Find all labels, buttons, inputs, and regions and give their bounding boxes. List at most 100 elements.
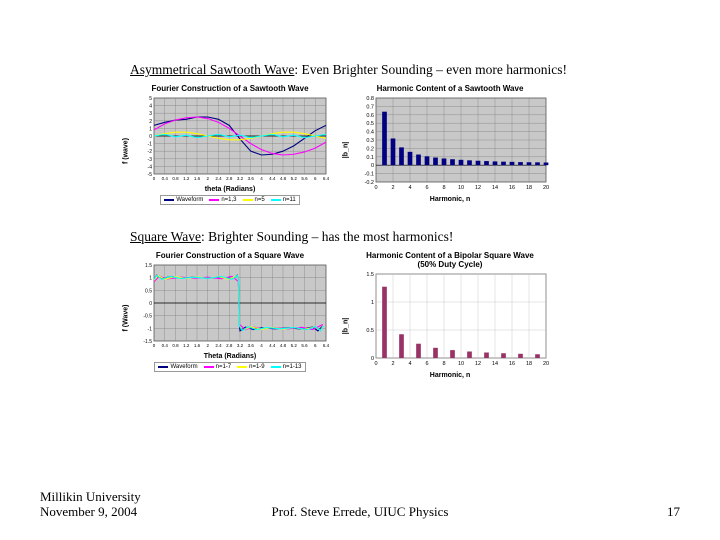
svg-text:18: 18	[526, 361, 532, 367]
svg-text:4.8: 4.8	[280, 176, 287, 181]
svg-text:6: 6	[425, 361, 428, 367]
svg-text:10: 10	[458, 361, 464, 367]
svg-text:2: 2	[149, 119, 152, 125]
chart-sawtooth-wave: Fourier Construction of a Sawtooth Wave …	[130, 84, 330, 205]
svg-text:3.2: 3.2	[237, 343, 244, 348]
chart-sawtooth-wave-plot: f (wave)-5-4-3-2-101234500.40.81.21.622.…	[130, 96, 330, 205]
svg-text:4.4: 4.4	[269, 343, 276, 348]
chart-square-wave: Fourier Construction of a Square Wave f …	[130, 251, 330, 379]
svg-text:0: 0	[153, 343, 156, 348]
svg-text:16: 16	[509, 185, 515, 191]
svg-text:2: 2	[206, 343, 209, 348]
svg-text:8: 8	[442, 361, 445, 367]
svg-text:3.6: 3.6	[248, 176, 255, 181]
footer-institution: Millikin University November 9, 2004	[40, 489, 141, 520]
svg-text:2.4: 2.4	[215, 176, 222, 181]
svg-text:1: 1	[149, 126, 152, 132]
svg-text:4.8: 4.8	[280, 343, 287, 348]
slide-footer: Millikin University November 9, 2004 Pro…	[0, 489, 720, 520]
svg-text:0.8: 0.8	[172, 176, 179, 181]
chart-sawtooth-harmonics-title: Harmonic Content of a Sawtooth Wave	[350, 84, 550, 93]
svg-text:2.8: 2.8	[226, 343, 233, 348]
svg-text:0.1: 0.1	[366, 155, 374, 161]
svg-text:4: 4	[260, 343, 263, 348]
svg-text:3: 3	[149, 111, 152, 117]
caption-sawtooth-rest: : Even Brighter Sounding – even more har…	[294, 62, 567, 77]
svg-text:1.2: 1.2	[183, 176, 190, 181]
svg-text:6: 6	[314, 176, 317, 181]
svg-text:12: 12	[475, 185, 481, 191]
svg-text:1.5: 1.5	[145, 263, 152, 269]
svg-text:-4: -4	[148, 164, 153, 170]
svg-text:10: 10	[458, 185, 464, 191]
chart-sawtooth-harmonics-plot: |b_n|-0.2-0.100.10.20.30.40.50.60.70.802…	[350, 96, 550, 203]
caption-square-underline: Square Wave	[130, 229, 201, 244]
svg-text:6: 6	[425, 185, 428, 191]
svg-text:2.4: 2.4	[215, 343, 222, 348]
svg-text:14: 14	[492, 185, 498, 191]
svg-text:0: 0	[371, 163, 374, 169]
svg-text:0: 0	[153, 176, 156, 181]
svg-text:1.2: 1.2	[183, 343, 190, 348]
svg-text:0.6: 0.6	[366, 113, 374, 119]
svg-text:1: 1	[371, 300, 374, 306]
svg-text:6.4: 6.4	[323, 176, 330, 181]
caption-sawtooth-underline: Asymmetrical Sawtooth Wave	[130, 62, 294, 77]
footer-author: Prof. Steve Errede, UIUC Physics	[272, 504, 449, 520]
svg-text:4: 4	[408, 185, 411, 191]
svg-text:2.8: 2.8	[226, 176, 233, 181]
svg-text:3.6: 3.6	[248, 343, 255, 348]
svg-text:-0.5: -0.5	[143, 314, 152, 320]
svg-text:20: 20	[543, 361, 549, 367]
svg-text:0: 0	[149, 301, 152, 307]
svg-text:2: 2	[391, 185, 394, 191]
svg-text:8: 8	[442, 185, 445, 191]
svg-text:1.6: 1.6	[194, 176, 201, 181]
svg-text:0.3: 0.3	[366, 138, 374, 144]
row-square: Fourier Construction of a Square Wave f …	[130, 251, 720, 379]
svg-text:1: 1	[149, 276, 152, 282]
svg-text:0.4: 0.4	[162, 343, 169, 348]
svg-text:5.2: 5.2	[291, 343, 298, 348]
chart-square-harmonics: Harmonic Content of a Bipolar Square Wav…	[350, 251, 550, 379]
svg-text:18: 18	[526, 185, 532, 191]
svg-text:4.4: 4.4	[269, 176, 276, 181]
svg-text:0.8: 0.8	[366, 96, 374, 102]
footer-page: 17	[667, 504, 680, 520]
svg-text:5.2: 5.2	[291, 176, 298, 181]
svg-text:0.2: 0.2	[366, 146, 374, 152]
svg-text:2: 2	[206, 176, 209, 181]
svg-text:0: 0	[374, 361, 377, 367]
svg-text:4: 4	[260, 176, 263, 181]
svg-text:0: 0	[374, 185, 377, 191]
svg-text:-3: -3	[148, 157, 153, 163]
svg-text:12: 12	[475, 361, 481, 367]
caption-square: Square Wave: Brighter Sounding – has the…	[130, 229, 720, 245]
svg-text:-0.2: -0.2	[365, 180, 374, 186]
chart-square-harmonics-title: Harmonic Content of a Bipolar Square Wav…	[350, 251, 550, 269]
svg-text:3.2: 3.2	[237, 176, 244, 181]
svg-text:20: 20	[543, 185, 549, 191]
svg-text:16: 16	[509, 361, 515, 367]
svg-text:-5: -5	[148, 172, 153, 178]
svg-text:0.7: 0.7	[366, 104, 374, 110]
svg-text:-1.5: -1.5	[143, 339, 152, 345]
svg-text:5.6: 5.6	[301, 176, 308, 181]
chart-sawtooth-harmonics: Harmonic Content of a Sawtooth Wave |b_n…	[350, 84, 550, 205]
row-sawtooth: Fourier Construction of a Sawtooth Wave …	[130, 84, 720, 205]
svg-text:6: 6	[314, 343, 317, 348]
svg-text:1.6: 1.6	[194, 343, 201, 348]
svg-text:2: 2	[391, 361, 394, 367]
chart-square-wave-title: Fourier Construction of a Square Wave	[130, 251, 330, 260]
svg-text:1.5: 1.5	[366, 272, 374, 278]
svg-text:5.6: 5.6	[301, 343, 308, 348]
svg-text:0.8: 0.8	[172, 343, 179, 348]
svg-text:0.5: 0.5	[366, 328, 374, 334]
svg-text:0.4: 0.4	[366, 130, 374, 136]
svg-text:6.4: 6.4	[323, 343, 330, 348]
svg-text:0.5: 0.5	[145, 288, 152, 294]
svg-text:-1: -1	[148, 142, 153, 148]
svg-text:-2: -2	[148, 149, 153, 155]
svg-text:-0.1: -0.1	[365, 172, 374, 178]
svg-text:4: 4	[408, 361, 411, 367]
